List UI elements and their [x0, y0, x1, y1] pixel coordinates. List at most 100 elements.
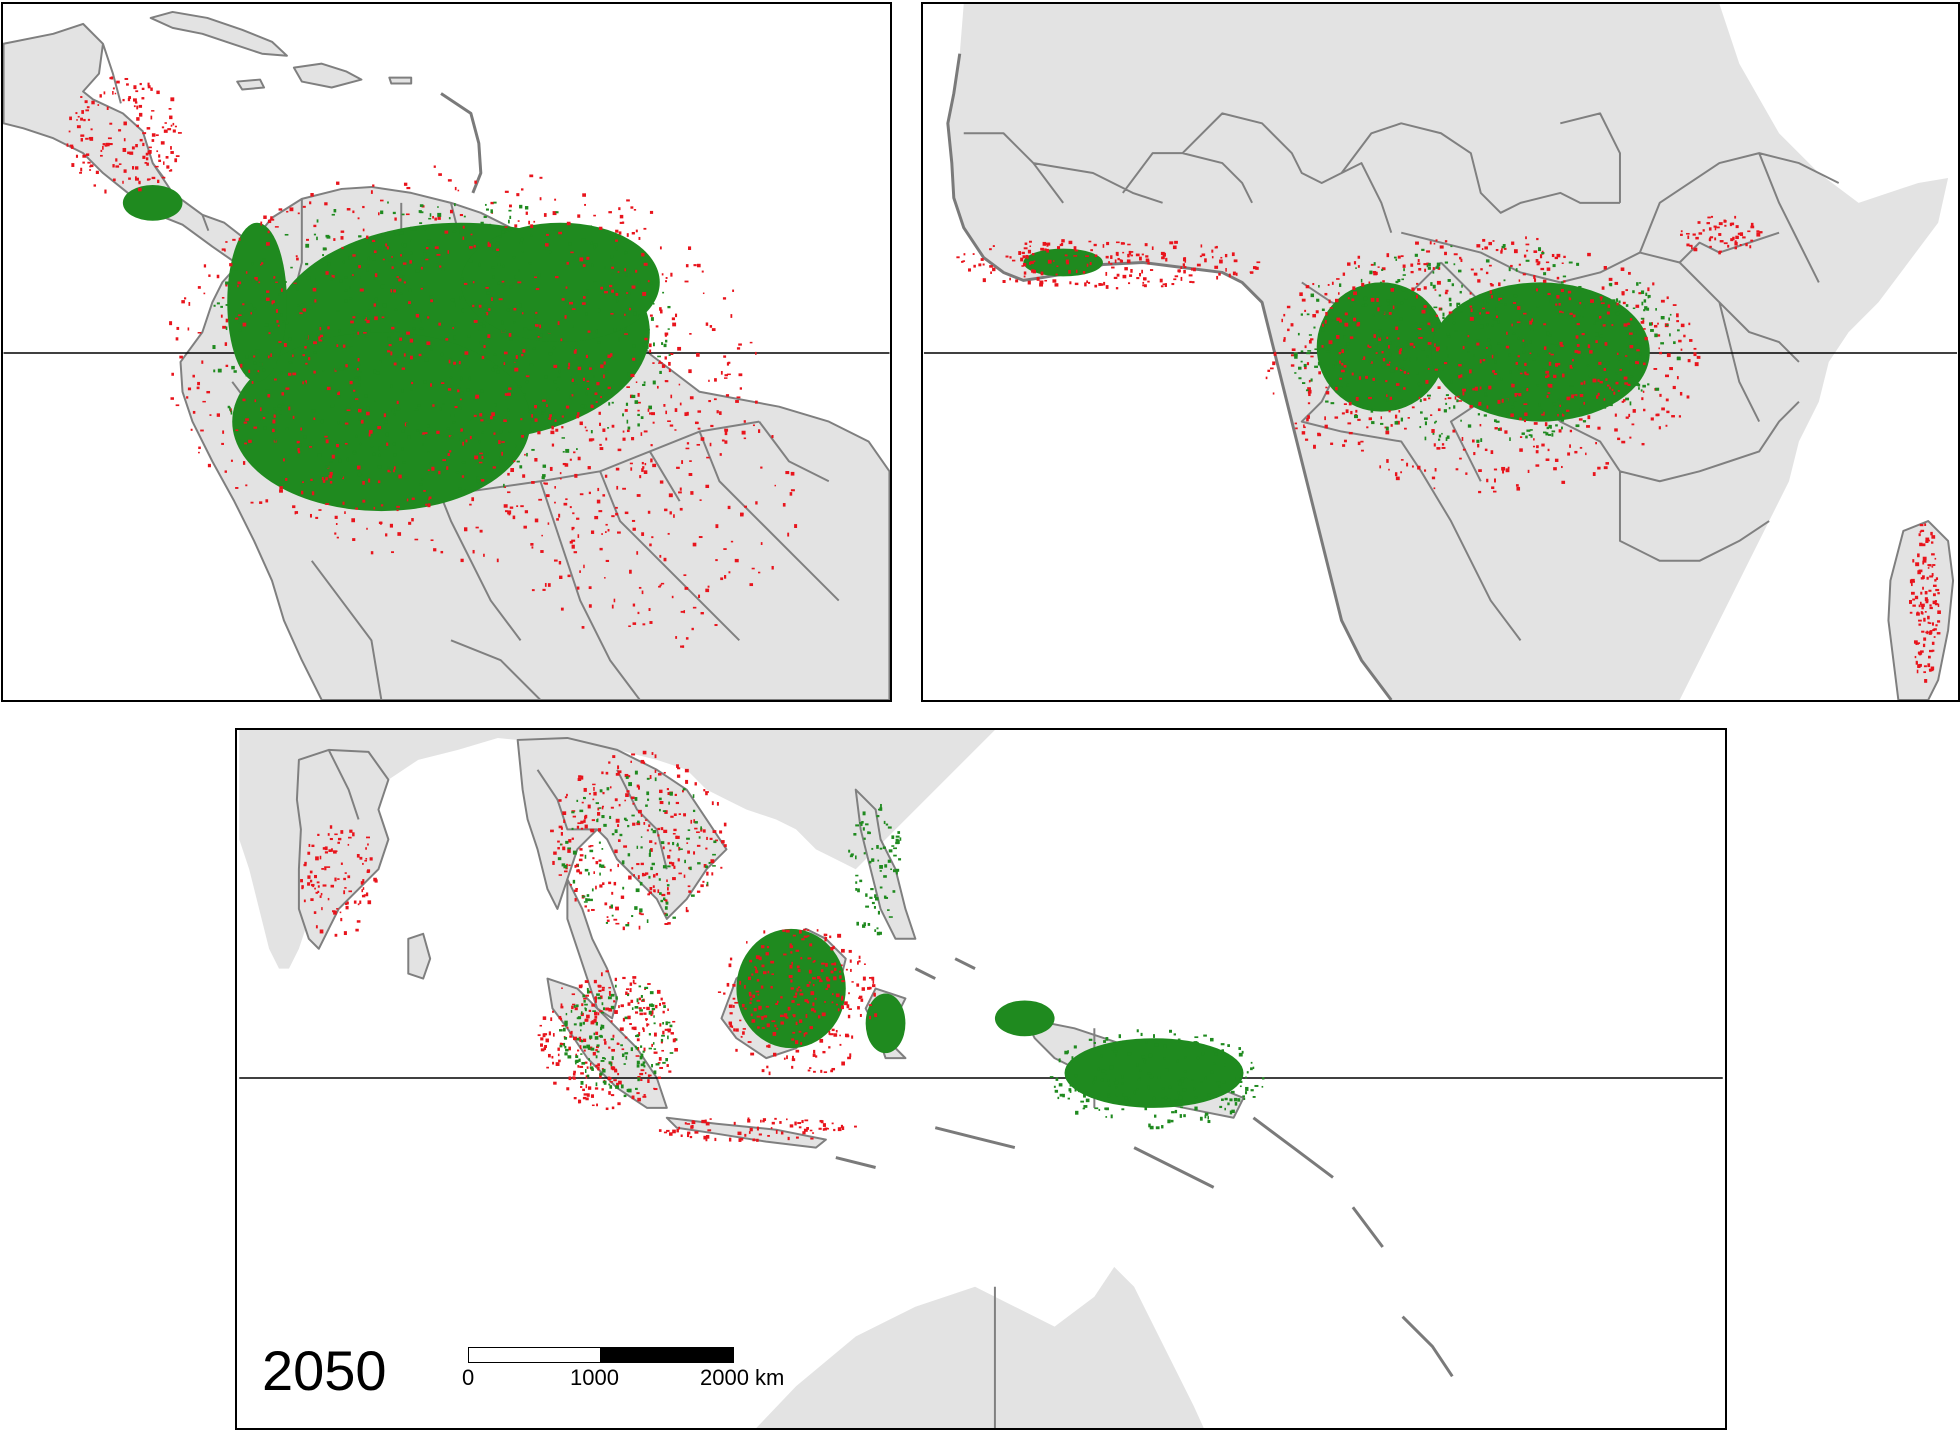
- loss-speck: [664, 810, 668, 814]
- loss-speck: [1535, 288, 1539, 292]
- loss-speck: [343, 931, 347, 936]
- loss-speck: [1015, 279, 1019, 283]
- loss-speck: [469, 503, 472, 506]
- loss-speck: [1366, 426, 1369, 429]
- forest-speck: [1396, 346, 1401, 350]
- forest-speck: [311, 409, 316, 413]
- loss-speck: [513, 307, 517, 311]
- forest-speck: [387, 337, 391, 342]
- loss-speck: [600, 364, 604, 369]
- forest-speck: [1509, 370, 1512, 374]
- loss-speck: [723, 822, 727, 827]
- forest-speck: [1313, 326, 1316, 329]
- forest-speck: [390, 295, 392, 298]
- loss-speck: [530, 543, 534, 546]
- forest-speck: [1177, 1080, 1181, 1082]
- forest-speck: [403, 243, 407, 248]
- loss-speck: [565, 498, 568, 501]
- loss-speck: [857, 961, 859, 965]
- forest-speck: [665, 913, 668, 917]
- loss-speck: [1931, 573, 1934, 577]
- forest-speck: [453, 302, 456, 307]
- loss-speck: [1084, 282, 1087, 287]
- loss-speck: [822, 1123, 826, 1127]
- forest-speck: [1074, 1089, 1077, 1092]
- loss-speck: [1920, 577, 1924, 580]
- forest-speck: [634, 797, 638, 801]
- forest-speck: [859, 822, 863, 824]
- forest-speck: [1425, 390, 1427, 393]
- loss-speck: [265, 499, 269, 503]
- loss-speck: [774, 1117, 777, 1120]
- loss-speck: [362, 879, 365, 883]
- loss-speck: [1724, 224, 1727, 227]
- loss-speck: [644, 988, 647, 991]
- forest-speck: [624, 250, 626, 255]
- forest-speck: [1493, 291, 1496, 295]
- loss-speck: [470, 233, 473, 236]
- loss-speck: [337, 878, 340, 880]
- forest-speck: [1645, 292, 1648, 297]
- loss-speck: [674, 408, 678, 412]
- loss-speck: [961, 260, 964, 263]
- loss-speck: [1583, 380, 1586, 385]
- loss-speck: [561, 987, 563, 990]
- loss-speck: [1324, 416, 1326, 421]
- loss-speck: [626, 233, 629, 237]
- forest-speck: [253, 369, 258, 374]
- loss-speck: [548, 1031, 551, 1036]
- loss-speck: [542, 1033, 546, 1038]
- loss-speck: [1572, 358, 1574, 362]
- loss-speck: [433, 548, 437, 552]
- loss-speck: [1105, 285, 1109, 289]
- loss-speck: [659, 246, 662, 250]
- forest-speck: [1579, 408, 1581, 413]
- loss-speck: [608, 761, 611, 764]
- loss-speck: [524, 510, 529, 514]
- loss-speck: [659, 1066, 664, 1069]
- loss-speck: [579, 848, 583, 851]
- forest-speck: [855, 824, 860, 827]
- loss-speck: [1307, 389, 1312, 394]
- loss-speck: [638, 236, 641, 240]
- loss-speck: [767, 970, 770, 974]
- loss-speck: [1417, 465, 1421, 470]
- loss-speck: [632, 979, 635, 984]
- loss-speck: [1493, 468, 1498, 471]
- loss-speck: [806, 1127, 809, 1130]
- forest-speck: [1492, 318, 1497, 321]
- loss-speck: [622, 437, 626, 441]
- forest-speck: [273, 303, 277, 306]
- loss-speck: [1918, 619, 1922, 622]
- loss-speck: [631, 519, 636, 522]
- forest-speck: [1393, 256, 1397, 259]
- loss-speck: [512, 515, 516, 520]
- loss-speck: [695, 421, 699, 424]
- forest-speck: [580, 1011, 583, 1015]
- loss-speck: [1929, 575, 1934, 578]
- loss-speck: [598, 510, 603, 513]
- loss-speck: [586, 388, 590, 390]
- loss-speck: [1545, 261, 1550, 264]
- loss-speck: [507, 472, 510, 476]
- forest-speck: [419, 327, 424, 330]
- loss-speck: [585, 354, 588, 359]
- loss-speck: [690, 819, 693, 824]
- forest-speck: [1394, 305, 1398, 309]
- forest-speck: [509, 215, 512, 219]
- loss-speck: [624, 1036, 628, 1039]
- loss-speck: [393, 469, 395, 473]
- loss-speck: [259, 264, 262, 266]
- forest-speck: [661, 342, 664, 345]
- forest-speck: [630, 1047, 633, 1052]
- loss-speck: [334, 877, 337, 882]
- loss-speck: [699, 499, 702, 501]
- loss-speck: [1255, 266, 1259, 270]
- forest-speck: [454, 224, 457, 228]
- loss-speck: [358, 265, 361, 269]
- loss-speck: [425, 432, 428, 435]
- forest-speck: [1504, 303, 1507, 306]
- loss-speck: [357, 217, 360, 220]
- loss-speck: [551, 425, 554, 430]
- forest-speck: [589, 1066, 594, 1069]
